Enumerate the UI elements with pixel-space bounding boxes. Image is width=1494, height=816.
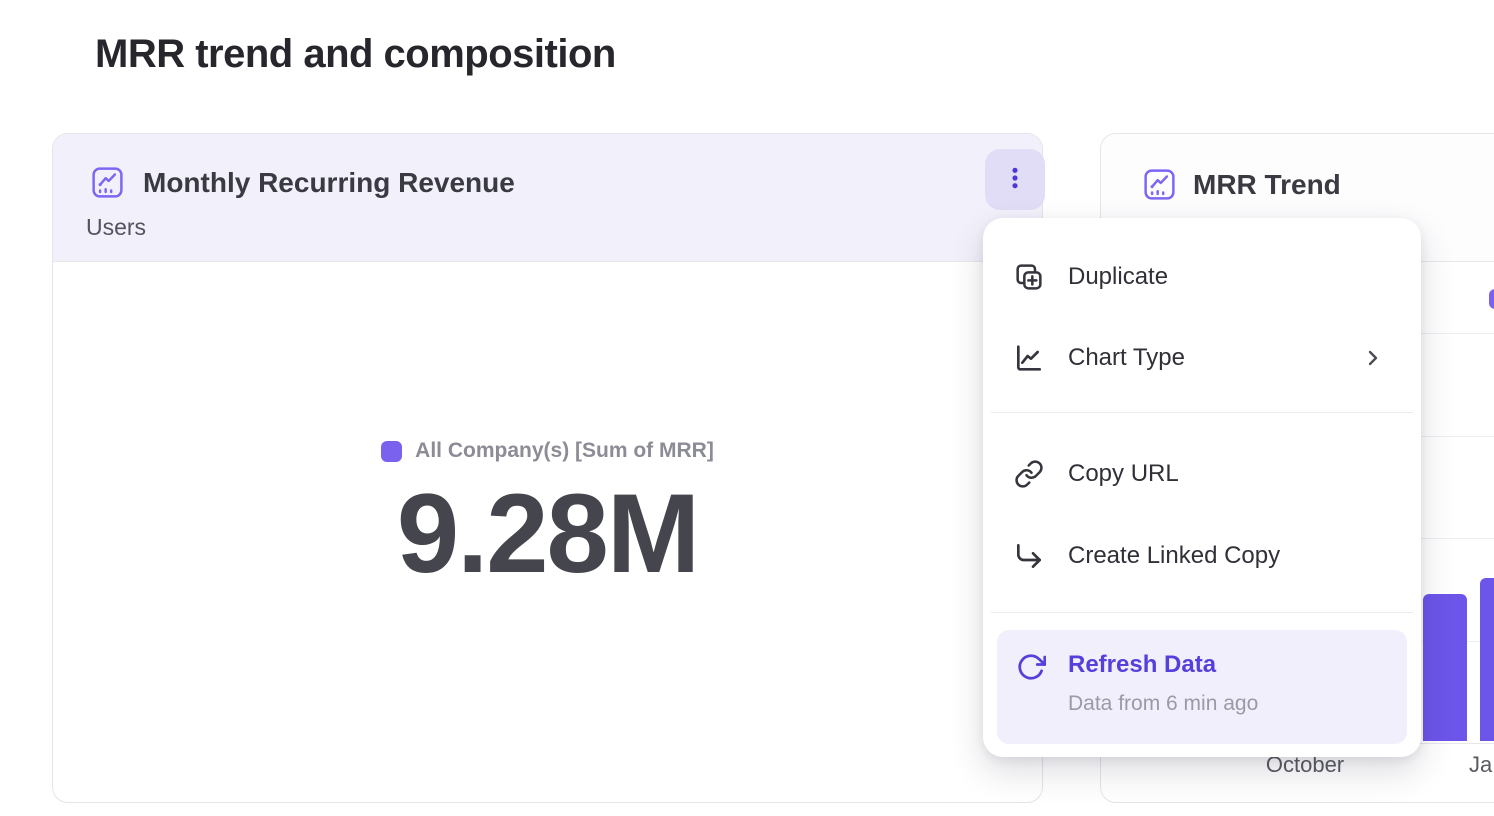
menu-divider [991,612,1413,613]
trend-card-title: MRR Trend [1193,169,1341,200]
refresh-status-text: Data from 6 min ago [1068,692,1259,715]
page-title: MRR trend and composition [95,32,616,76]
menu-item-copy-url[interactable]: Copy URL [983,449,1421,499]
legend-swatch [381,440,403,462]
menu-item-label: Chart Type [1068,344,1185,371]
kpi-value: 9.28M [396,471,700,596]
card-options-button[interactable] [985,149,1045,210]
chevron-right-icon [1361,346,1385,370]
bar[interactable] [1423,594,1467,741]
menu-divider [991,412,1413,413]
menu-item-label: Copy URL [1068,460,1179,487]
card-context-menu: Duplicate Chart Type [983,218,1421,757]
chart-widget-icon [89,164,126,201]
chart-widget-icon [1141,166,1178,203]
mrr-kpi-card: Monthly Recurring Revenue Users All Comp… [52,133,1045,803]
corner-down-right-icon [1013,540,1045,572]
menu-item-refresh-data[interactable]: Refresh Data Data from 6 min ago [997,630,1407,744]
duplicate-icon [1013,261,1045,293]
chart-type-icon [1013,342,1045,374]
mrr-card-body: All Company(s) [Sum of MRR] 9.28M [53,263,1042,802]
menu-item-label: Refresh Data [1068,651,1217,678]
menu-item-label: Create Linked Copy [1068,542,1281,569]
refresh-icon [1016,652,1047,682]
bar[interactable] [1480,578,1494,741]
mrr-card-subtitle: Users [86,214,147,240]
x-axis-label: Ja [1469,752,1493,777]
kebab-menu-icon [1001,164,1029,195]
legend-label: All Company(s) [Sum of MRR] [415,439,714,462]
menu-item-create-linked-copy[interactable]: Create Linked Copy [983,531,1421,581]
link-icon [1013,458,1045,490]
menu-item-label: Duplicate [1068,263,1169,290]
mrr-card-title: Monthly Recurring Revenue [143,167,515,198]
menu-item-duplicate[interactable]: Duplicate [983,252,1421,302]
mrr-card-header: Monthly Recurring Revenue Users [53,134,1045,262]
menu-item-chart-type[interactable]: Chart Type [983,333,1421,383]
kpi-legend: All Company(s) [Sum of MRR] [53,439,1042,463]
trend-legend-swatch [1489,289,1494,309]
